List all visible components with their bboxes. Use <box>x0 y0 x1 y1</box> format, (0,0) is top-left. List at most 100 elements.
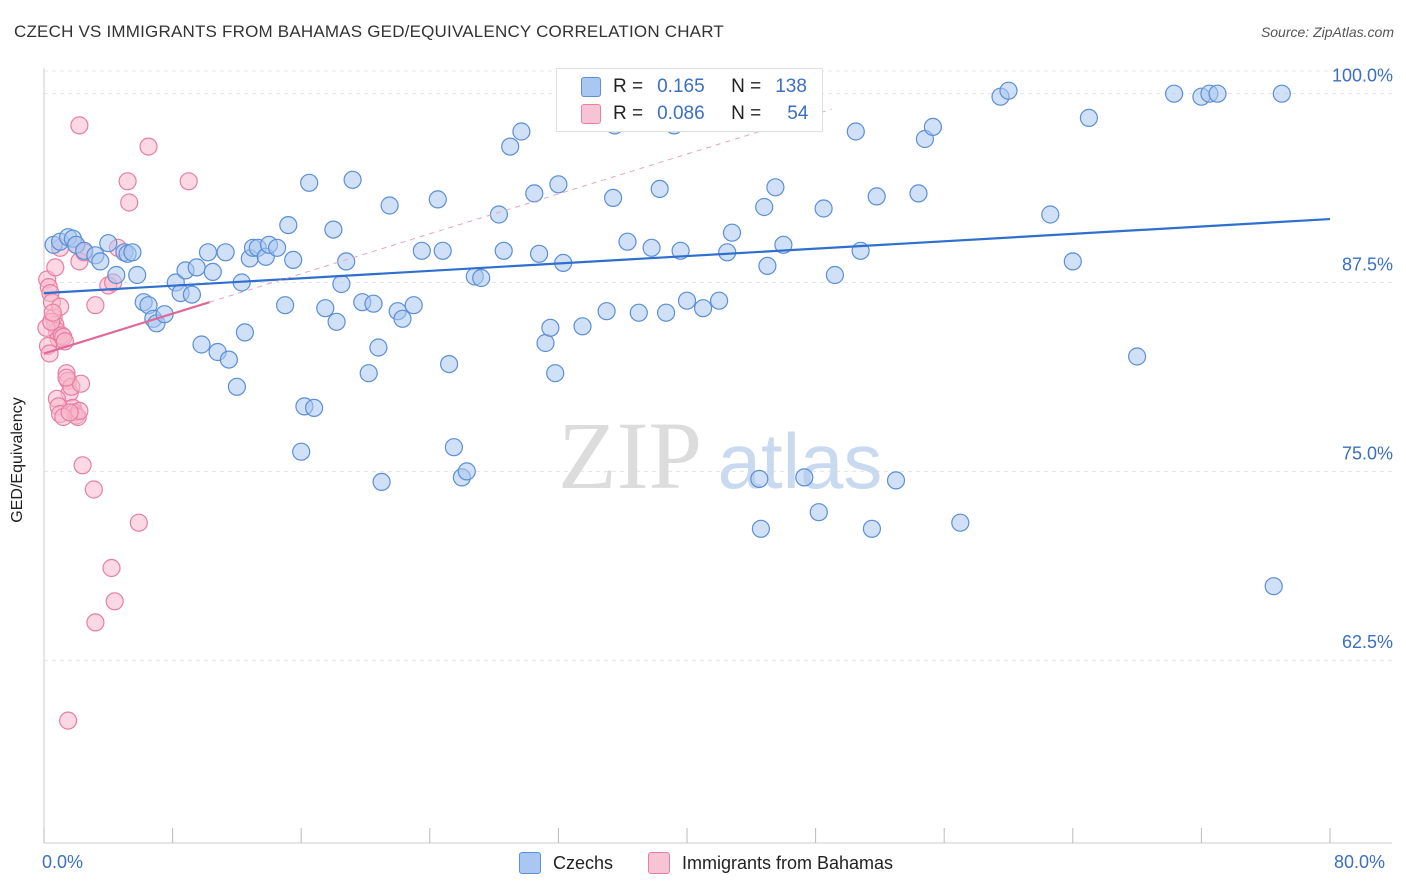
czech-point <box>1127 347 1147 366</box>
series-legend-czech[interactable]: Czechs <box>519 852 613 874</box>
czech-point <box>91 252 110 271</box>
czech-point <box>457 462 476 481</box>
czech-point <box>951 513 970 532</box>
czech-point <box>677 291 697 310</box>
bahamas-point <box>58 711 78 730</box>
watermark-zip: ZIP <box>558 402 702 509</box>
series-label-czech: Czechs <box>553 852 614 873</box>
czech-point <box>412 241 431 260</box>
czech-point <box>693 299 713 318</box>
bahamas-point <box>105 592 124 611</box>
series-legend: Czechs Immigrants from Bahamas <box>0 852 1406 876</box>
czech-point <box>825 265 845 285</box>
bahamas-point <box>60 403 79 422</box>
bahamas-point <box>86 296 105 315</box>
czech-point <box>433 241 452 260</box>
bahamas-point <box>179 172 198 191</box>
czech-point <box>809 503 828 522</box>
bahamas-point <box>102 558 121 578</box>
bahamas-point <box>70 116 89 135</box>
czech-point <box>128 265 147 285</box>
legend-n-value-bahamas: 54 <box>787 103 809 124</box>
czech-point <box>343 170 362 189</box>
czech-point <box>774 235 793 254</box>
legend-swatch-pink <box>581 104 601 124</box>
czech-point <box>364 294 383 313</box>
x-tick-label-max: 80.0% <box>1334 852 1386 872</box>
czech-point <box>709 291 729 310</box>
bahamas-trend-extension <box>209 108 832 303</box>
czech-point <box>629 303 648 322</box>
czech-point <box>546 364 565 383</box>
czech-point <box>1063 252 1082 271</box>
czech-point <box>529 244 549 263</box>
czech-point <box>541 318 560 337</box>
czech-point <box>123 243 142 262</box>
chart-title: CZECH VS IMMIGRANTS FROM BAHAMAS GED/EQU… <box>14 22 724 41</box>
czech-points <box>44 81 1291 596</box>
czech-point <box>923 117 943 137</box>
czech-point <box>751 519 771 538</box>
legend-n-label-czech: N = <box>731 76 762 97</box>
czech-point <box>750 469 769 488</box>
czech-point <box>1272 84 1291 103</box>
y-tick-label-1: 75.0% <box>1342 443 1393 463</box>
czech-point <box>268 238 287 257</box>
bahamas-point <box>139 137 158 156</box>
czech-point <box>235 323 254 342</box>
czech-point <box>380 196 399 215</box>
czech-point <box>444 438 463 457</box>
y-tick-label-2: 87.5% <box>1342 255 1393 275</box>
czech-point <box>292 442 311 461</box>
czech-point <box>227 377 246 396</box>
czech-point <box>327 312 346 331</box>
y-axis-label: GED/Equivalency <box>9 397 26 523</box>
czech-point <box>107 265 126 285</box>
czech-point <box>203 262 222 281</box>
series-label-bahamas: Immigrants from Bahamas <box>682 852 894 873</box>
czech-point <box>909 184 928 203</box>
bahamas-point <box>40 344 59 363</box>
czech-point <box>359 364 378 383</box>
y-tick-labels: 62.5% 75.0% 87.5% 100.0% <box>1332 66 1393 653</box>
czech-point <box>99 234 118 253</box>
czech-point <box>642 238 661 257</box>
czech-point <box>219 350 238 369</box>
czech-point <box>758 256 777 275</box>
czech-point <box>597 302 616 321</box>
legend-r-value-czech: 0.165 <box>657 76 705 97</box>
watermark: ZIP atlas <box>558 402 882 509</box>
czech-point <box>573 317 592 336</box>
gridlines <box>44 70 1392 661</box>
czech-point <box>316 299 335 318</box>
czech-point <box>279 216 298 235</box>
czech-point <box>650 179 669 198</box>
czech-point <box>755 197 774 217</box>
czech-point <box>814 199 833 218</box>
czech-point <box>501 137 520 156</box>
czech-point <box>867 187 886 206</box>
czech-point <box>722 223 742 242</box>
legend-r-value-bahamas: 0.086 <box>657 103 705 124</box>
czech-point <box>525 184 544 203</box>
bahamas-point <box>57 368 76 387</box>
series-legend-bahamas[interactable]: Immigrants from Bahamas <box>648 852 893 874</box>
czech-point <box>404 296 423 315</box>
series-swatch-pink <box>648 852 670 874</box>
czech-point <box>1041 205 1060 224</box>
czech-point <box>766 178 785 197</box>
czech-point <box>305 398 324 417</box>
czech-point <box>192 335 211 354</box>
correlation-legend: R = 0.165 N = 138 R = 0.086 N = 54 <box>556 68 823 132</box>
czech-point <box>549 175 568 194</box>
czech-point <box>718 243 737 262</box>
czech-point <box>369 338 388 357</box>
czech-point <box>300 173 319 192</box>
bahamas-point <box>84 480 103 499</box>
czech-point <box>324 220 343 239</box>
czech-point <box>862 519 882 538</box>
czech-point <box>216 243 235 262</box>
czech-point <box>795 468 814 487</box>
czech-point <box>1264 577 1283 596</box>
czech-trend-line <box>43 217 1331 295</box>
